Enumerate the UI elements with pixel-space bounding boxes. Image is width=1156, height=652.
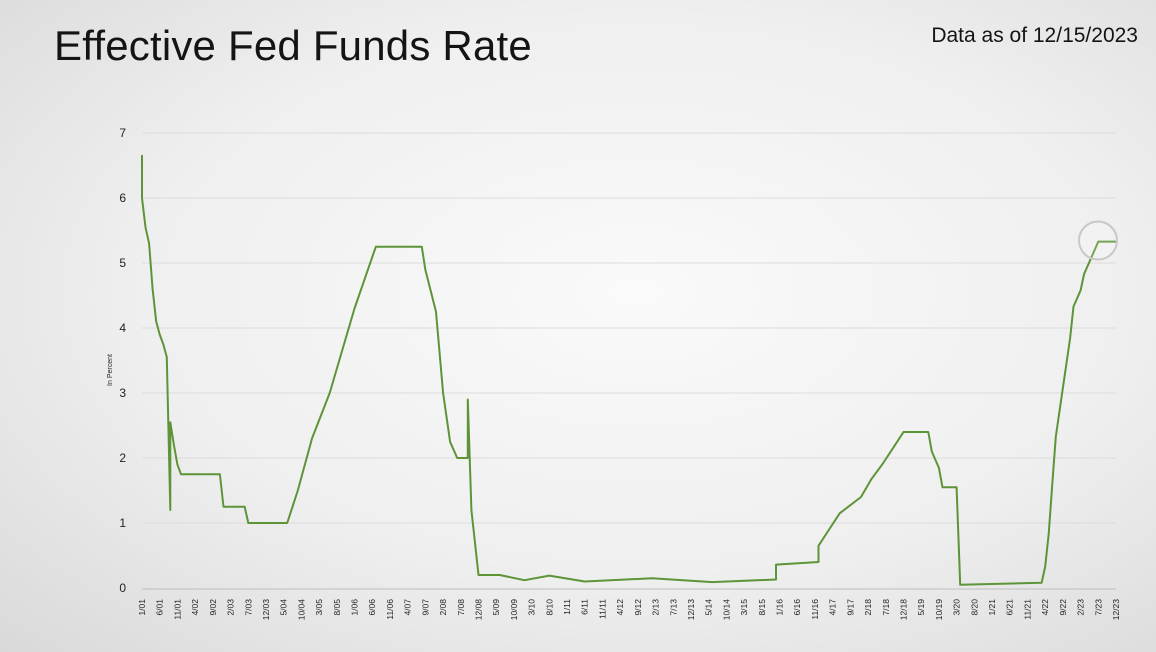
latest-value-marker-group xyxy=(1078,220,1118,261)
x-tick-label: 7/18 xyxy=(881,599,891,616)
x-tick-label: 11/21 xyxy=(1022,599,1032,620)
y-axis-ticks: 0 1 2 3 4 5 6 7 xyxy=(119,126,126,595)
x-tick-label: 10/14 xyxy=(721,599,731,621)
x-tick-label: 5/14 xyxy=(704,599,714,616)
x-tick-label: 4/22 xyxy=(1040,599,1050,616)
x-tick-label: 2/18 xyxy=(863,599,873,616)
y-axis-label: In Percent xyxy=(107,354,114,386)
x-tick-label: 11/16 xyxy=(810,599,820,620)
y-tick-label-3: 3 xyxy=(119,386,126,400)
y-tick-label-0: 0 xyxy=(119,581,126,595)
x-tick-label: 7/08 xyxy=(456,599,466,616)
x-tick-label: 3/05 xyxy=(314,599,324,616)
series-lines xyxy=(141,154,1117,586)
y-tick-label-2: 2 xyxy=(119,451,126,465)
x-tick-label: 11/11 xyxy=(597,599,607,619)
x-tick-label: 6/01 xyxy=(155,599,165,616)
x-tick-label: 1/11 xyxy=(562,599,572,615)
x-tick-label: 1/06 xyxy=(350,599,360,616)
y-tick-label-4: 4 xyxy=(119,321,126,335)
x-tick-label: 12/13 xyxy=(686,599,696,621)
x-tick-label: 4/07 xyxy=(403,599,413,616)
x-tick-label: 2/03 xyxy=(226,599,236,616)
x-tick-label: 10/04 xyxy=(296,599,306,621)
x-tick-label: 3/15 xyxy=(739,599,749,616)
x-tick-label: 5/09 xyxy=(491,599,501,616)
x-tick-label: 9/12 xyxy=(633,599,643,616)
x-tick-label: 6/21 xyxy=(1005,599,1015,616)
x-tick-label: 2/23 xyxy=(1076,599,1086,616)
x-tick-label: 10/19 xyxy=(934,599,944,621)
x-tick-label: 8/05 xyxy=(332,599,342,616)
x-tick-label: 9/07 xyxy=(420,599,430,616)
x-tick-label: 2/13 xyxy=(651,599,661,616)
x-tick-label: 1/21 xyxy=(987,599,997,616)
y-tick-label-6: 6 xyxy=(119,191,126,205)
x-tick-label: 10/09 xyxy=(509,599,519,621)
y-tick-label-1: 1 xyxy=(119,516,126,530)
x-tick-label: 12/03 xyxy=(261,599,271,621)
x-tick-label: 4/17 xyxy=(828,599,838,616)
x-tick-label: 4/02 xyxy=(190,599,200,616)
x-tick-label: 11/01 xyxy=(172,599,182,620)
x-axis-ticks: 1/01 6/01 11/01 4/02 9/02 2/03 7/03 12/03 5/04 10… xyxy=(137,599,1121,621)
x-tick-label: 5/04 xyxy=(279,599,289,616)
data-as-of-label: Data as of 12/15/2023 xyxy=(931,24,1138,47)
x-tick-label: 9/02 xyxy=(208,599,218,616)
x-tick-label: 6/11 xyxy=(580,599,590,615)
x-tick-label: 3/10 xyxy=(527,599,537,616)
x-tick-label: 6/16 xyxy=(792,599,802,616)
x-tick-label: 1/16 xyxy=(775,599,785,616)
x-tick-label: 11/06 xyxy=(385,599,395,620)
x-tick-label: 2/08 xyxy=(438,599,448,616)
x-tick-label: 12/08 xyxy=(473,599,483,621)
y-tick-label-5: 5 xyxy=(119,256,126,270)
x-tick-label: 6/06 xyxy=(367,599,377,616)
x-tick-label: 5/19 xyxy=(916,599,926,616)
chart-title: Effective Fed Funds Rate xyxy=(54,22,532,69)
x-tick-label: 9/22 xyxy=(1058,599,1068,616)
x-tick-label: 9/17 xyxy=(845,599,855,616)
x-tick-label: 12/23 xyxy=(1111,599,1121,621)
x-tick-label: 7/23 xyxy=(1093,599,1103,616)
x-tick-label: 8/15 xyxy=(757,599,767,616)
x-tick-label: 4/12 xyxy=(615,599,625,616)
latest-value-marker xyxy=(1078,220,1118,261)
y-tick-label-7: 7 xyxy=(119,126,126,140)
x-tick-label: 8/10 xyxy=(544,599,554,616)
x-tick-label: 1/01 xyxy=(137,599,147,616)
series-line-0 xyxy=(141,154,1117,586)
x-tick-label: 12/18 xyxy=(898,599,908,621)
x-tick-label: 7/03 xyxy=(243,599,253,616)
x-tick-label: 7/13 xyxy=(668,599,678,616)
x-tick-label: 8/20 xyxy=(969,599,979,616)
x-tick-label: 3/20 xyxy=(952,599,962,616)
gridlines xyxy=(142,132,1116,590)
